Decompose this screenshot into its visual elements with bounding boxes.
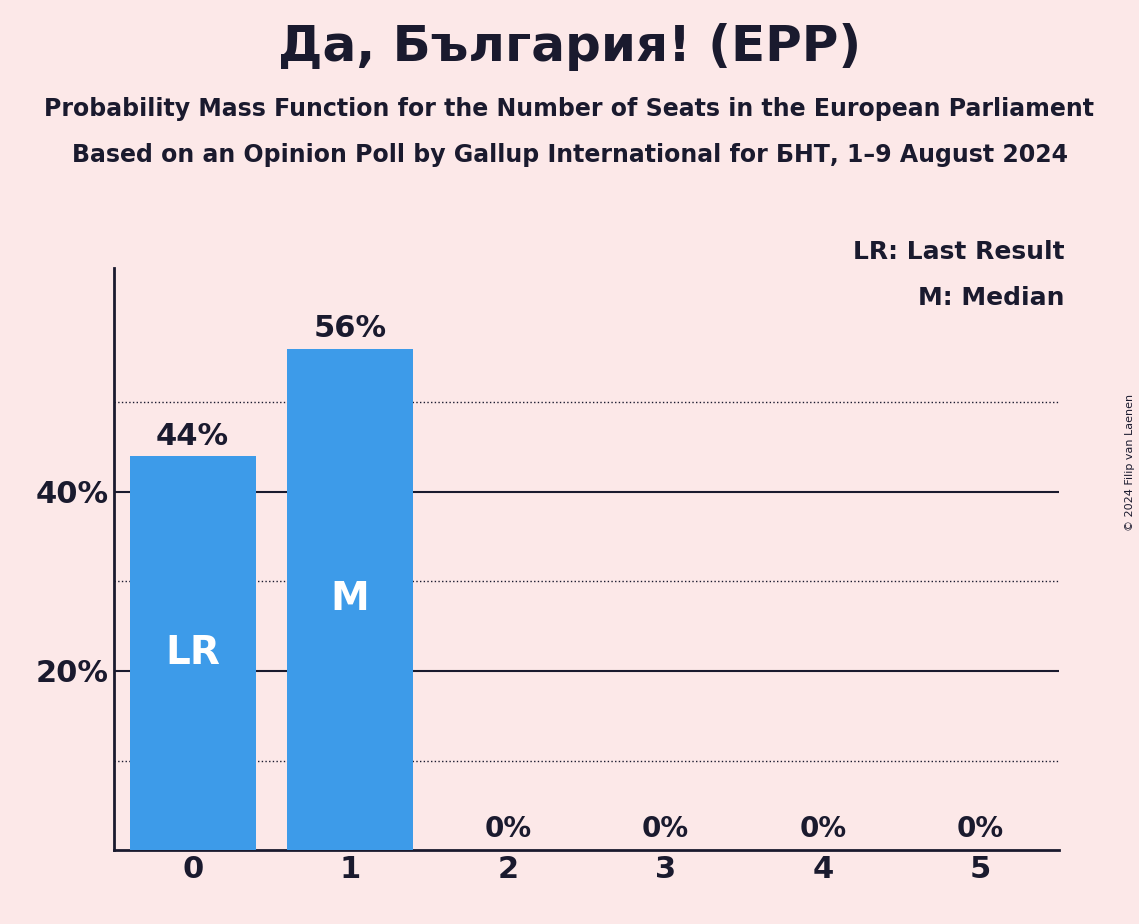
Text: 56%: 56% [313, 314, 387, 343]
Text: 0%: 0% [957, 815, 1005, 843]
Text: Probability Mass Function for the Number of Seats in the European Parliament: Probability Mass Function for the Number… [44, 97, 1095, 121]
Text: M: M [330, 580, 370, 618]
Bar [287, 348, 413, 850]
Text: LR: LR [165, 634, 220, 672]
Text: M: Median: M: Median [918, 286, 1065, 310]
Text: 44%: 44% [156, 421, 229, 451]
Text: Да, България! (EPP): Да, България! (EPP) [278, 23, 861, 71]
Text: © 2024 Filip van Laenen: © 2024 Filip van Laenen [1125, 394, 1134, 530]
Text: LR: Last Result: LR: Last Result [853, 240, 1065, 264]
Bar [130, 456, 256, 850]
Text: 0%: 0% [484, 815, 532, 843]
Text: Based on an Opinion Poll by Gallup International for БНТ, 1–9 August 2024: Based on an Opinion Poll by Gallup Inter… [72, 143, 1067, 167]
Text: 0%: 0% [641, 815, 689, 843]
Text: 0%: 0% [800, 815, 846, 843]
